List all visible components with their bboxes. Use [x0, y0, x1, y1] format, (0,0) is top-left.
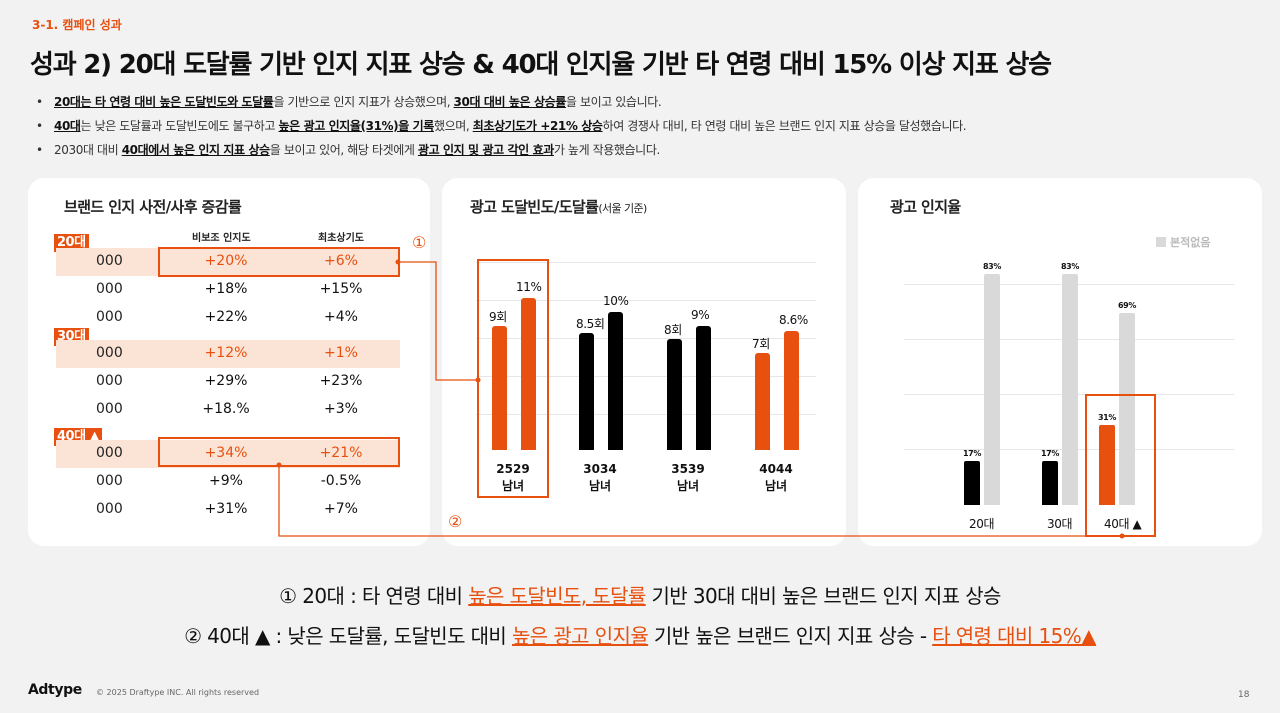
table-row: 000 +31% +7% — [96, 501, 358, 517]
bullet-1: 20대는 타 연령 대비 높은 도달빈도와 도달률을 기반으로 인지 지표가 상… — [36, 92, 966, 116]
bar-not-seen — [1119, 313, 1135, 505]
table-row: 000 +22% +4% — [96, 309, 358, 325]
connector-dot — [395, 259, 401, 265]
bar-aware — [1042, 461, 1058, 505]
bar-aware — [964, 461, 980, 505]
x-tick-label: 20대 — [969, 517, 995, 531]
marker-two: ② — [448, 512, 463, 531]
label-frequency: 8회 — [664, 323, 682, 338]
gridline — [476, 300, 816, 301]
bar-reach — [784, 331, 799, 450]
label-aware: 31% — [1098, 412, 1116, 422]
summary-line-2: ② 40대 ▲ : 낮은 도달률, 도달빈도 대비 높은 광고 인지율 기반 높… — [184, 624, 1096, 648]
bar-reach — [608, 311, 623, 450]
legend-not-seen: 본적없음 — [1156, 234, 1210, 250]
label-frequency: 7회 — [752, 337, 770, 352]
gridline — [476, 262, 816, 263]
label-reach: 9% — [691, 307, 710, 322]
x-tick-part: 3539 — [671, 462, 705, 476]
page-title: 성과 2) 20대 도달률 기반 인지 지표 상승 & 40대 인지율 기반 타… — [30, 50, 1052, 80]
bar-frequency — [755, 353, 770, 450]
summary-line-1: ① 20대 : 타 연령 대비 높은 도달빈도, 도달률 기반 30대 대비 높… — [279, 584, 1001, 608]
label-not-seen: 83% — [983, 262, 1001, 272]
label-frequency: 9회 — [489, 309, 507, 324]
x-tick-label: 3034 남녀 — [570, 461, 630, 495]
marker-one: ① — [412, 233, 427, 252]
label-frequency: 8.5회 — [576, 316, 605, 331]
x-tick-part: 2529 — [496, 462, 530, 476]
awareness-chart-card — [858, 178, 1262, 546]
bar-aware — [1099, 424, 1115, 505]
table-row: 000 +29% +23% — [96, 373, 363, 389]
bar-frequency — [667, 339, 682, 450]
label-reach: 8.6% — [779, 313, 808, 328]
age-tag-20s: 20대 — [54, 234, 89, 252]
bar-reach — [696, 325, 711, 450]
col-header-unaided: 비보조 인지도 — [192, 233, 251, 244]
x-tick-part: 남녀 — [501, 479, 525, 493]
label-reach: 11% — [516, 280, 542, 294]
connector-dot — [475, 377, 481, 383]
bar-reach — [521, 298, 536, 450]
label-reach: 10% — [603, 293, 629, 308]
reach-chart-title: 광고 도달빈도/도달률(서울 기준) — [470, 198, 647, 216]
x-tick-part: 3034 — [583, 462, 617, 476]
brand-table-title: 브랜드 인지 사전/사후 증감률 — [64, 198, 242, 216]
connector-two — [278, 466, 1122, 537]
col-header-top-of-mind: 최초상기도 — [318, 233, 364, 244]
section-tag: 3-1. 캠페인 성과 — [32, 18, 122, 32]
legend-swatch-icon — [1156, 237, 1166, 247]
x-tick-label: 30대 — [1047, 517, 1073, 531]
label-aware: 17% — [1041, 449, 1059, 459]
footer-logo: Adtype — [28, 682, 82, 698]
gridline — [476, 376, 816, 377]
x-tick-label: 4044 남녀 — [746, 461, 806, 495]
label-not-seen: 69% — [1118, 301, 1136, 311]
bullet-3: 2030대 대비 40대에서 높은 인지 지표 상승을 보이고 있어, 해당 타… — [36, 140, 966, 164]
bar-frequency — [579, 332, 594, 450]
x-tick-label: 3539 남녀 — [658, 461, 718, 495]
connector-dot — [276, 462, 282, 468]
bar-frequency — [492, 325, 507, 450]
x-tick-part: 남녀 — [764, 479, 788, 493]
awareness-chart-title: 광고 인지율 — [890, 198, 961, 216]
reach-chart-card — [442, 178, 846, 546]
gridline — [476, 338, 816, 339]
table-row: 000 +9% -0.5% — [96, 473, 362, 489]
x-tick-part: 남녀 — [676, 479, 700, 493]
bar-not-seen — [1062, 274, 1078, 505]
table-row: 000 +18% +15% — [96, 281, 363, 297]
table-row: 000 +12% +1% — [56, 340, 400, 368]
bullet-2: 40대는 낮은 도달률과 도달빈도에도 불구하고 높은 광고 인지율(31%)을… — [36, 116, 967, 140]
connector-one — [400, 261, 478, 381]
connector-dot — [1119, 533, 1125, 539]
bullet-list: 20대는 타 연령 대비 높은 도달빈도와 도달률을 기반으로 인지 지표가 상… — [36, 92, 967, 164]
gridline — [476, 414, 816, 415]
x-tick-label: 40대 ▲ — [1104, 517, 1142, 531]
x-tick-part: 남녀 — [588, 479, 612, 493]
label-not-seen: 83% — [1061, 262, 1079, 272]
x-tick-label: 2529 남녀 — [483, 461, 543, 495]
page-number: 18 — [1238, 690, 1250, 700]
table-row: 000 +34% +21% — [56, 440, 400, 468]
table-row: 000 +18.% +3% — [96, 401, 358, 417]
footer-copyright: © 2025 Draftype INC. All rights reserved — [96, 688, 260, 697]
bar-not-seen — [984, 274, 1000, 505]
label-aware: 17% — [963, 449, 981, 459]
table-row: 000 +20% +6% — [56, 248, 400, 276]
x-tick-part: 4044 — [759, 462, 793, 476]
